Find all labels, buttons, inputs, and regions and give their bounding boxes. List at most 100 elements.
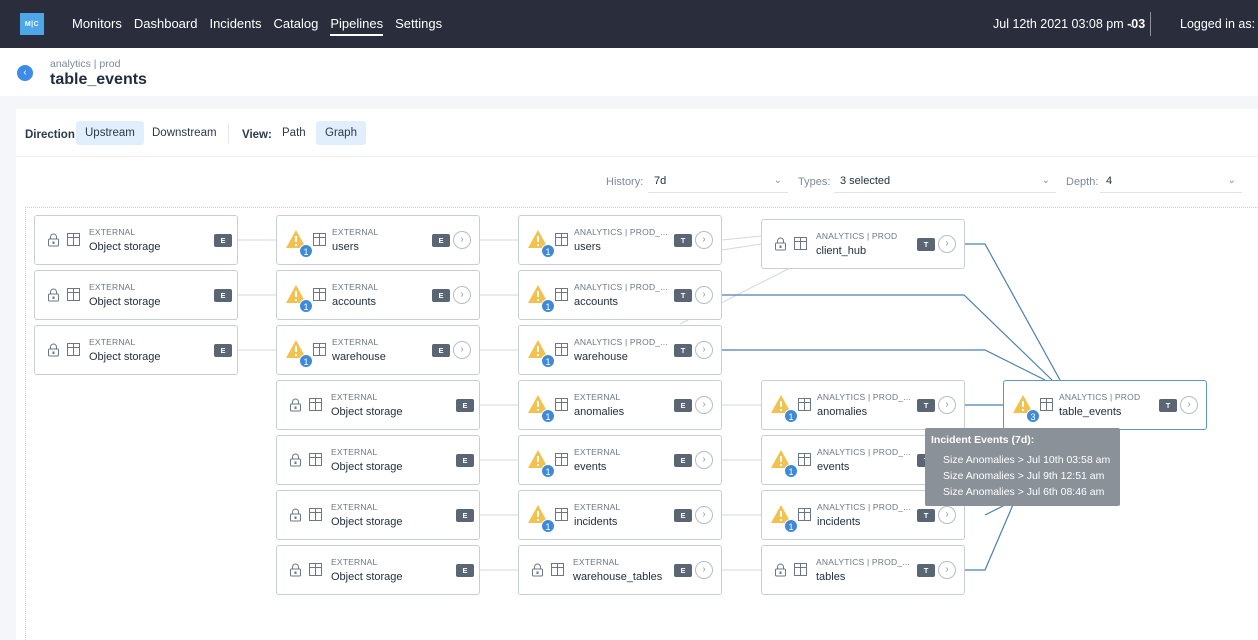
nav-pipelines[interactable]: Pipelines bbox=[324, 0, 389, 48]
chevron-right-icon[interactable]: › bbox=[453, 341, 471, 359]
nav-settings[interactable]: Settings bbox=[395, 16, 443, 31]
node-type: EXTERNAL bbox=[574, 392, 621, 402]
chevron-right-icon[interactable]: › bbox=[453, 231, 471, 249]
node-type: EXTERNAL bbox=[331, 557, 378, 567]
node-name: incidents bbox=[574, 516, 618, 528]
graph-button[interactable]: Graph bbox=[316, 121, 366, 145]
table-icon bbox=[309, 508, 322, 521]
node-warehouse-analytics[interactable]: 1 ANALYTICS | PROD_... warehouse T › bbox=[518, 325, 722, 375]
logged-in-user[interactable]: Logged in as: He bbox=[1180, 17, 1258, 31]
node-name: anomalies bbox=[817, 406, 868, 418]
breadcrumb: analytics | prod bbox=[50, 58, 121, 70]
node-anomalies-analytics[interactable]: 1 ANALYTICS | PROD_... anomalies T › bbox=[761, 380, 965, 430]
node-type: ANALYTICS | PROD_... bbox=[816, 557, 910, 567]
node-object-storage[interactable]: EXTERNAL Object storage E bbox=[34, 325, 238, 375]
node-type: EXTERNAL bbox=[332, 337, 379, 347]
lock-icon bbox=[48, 343, 59, 357]
node-type: EXTERNAL bbox=[332, 282, 379, 292]
app-logo[interactable]: M|C bbox=[20, 13, 44, 35]
node-table-events-target[interactable]: 3 ANALYTICS | PROD table_events T › bbox=[1003, 380, 1207, 430]
node-accounts-analytics[interactable]: 1 ANALYTICS | PROD_... accounts T › bbox=[518, 270, 722, 320]
types-select[interactable]: 3 selected ⌄ bbox=[834, 169, 1056, 193]
back-button[interactable]: ‹ bbox=[17, 65, 33, 81]
node-client-hub[interactable]: ANALYTICS | PROD client_hub T › bbox=[761, 219, 965, 269]
table-icon bbox=[313, 288, 326, 301]
table-icon bbox=[551, 563, 564, 576]
chevron-down-icon: ⌄ bbox=[1227, 175, 1236, 186]
chevron-right-icon[interactable]: › bbox=[453, 286, 471, 304]
path-button[interactable]: Path bbox=[282, 127, 306, 139]
chevron-right-icon[interactable]: › bbox=[1180, 396, 1198, 414]
node-name: tables bbox=[816, 571, 846, 583]
chevron-right-icon[interactable]: › bbox=[695, 451, 713, 469]
chevron-right-icon[interactable]: › bbox=[695, 286, 713, 304]
warning-icon bbox=[528, 395, 548, 413]
table-icon bbox=[555, 398, 568, 411]
table-icon bbox=[555, 343, 568, 356]
chevron-down-icon: ⌄ bbox=[1041, 175, 1050, 186]
warning-icon bbox=[528, 340, 548, 358]
node-tag: E bbox=[456, 454, 474, 467]
chevron-right-icon[interactable]: › bbox=[938, 506, 956, 524]
types-label: Types: bbox=[798, 176, 831, 188]
node-warehouse-external[interactable]: 1 EXTERNAL warehouse E › bbox=[276, 325, 480, 375]
direction-label: Direction: bbox=[25, 129, 79, 141]
incident-count-badge: 1 bbox=[299, 299, 313, 313]
history-select[interactable]: 7d ⌄ bbox=[648, 169, 788, 193]
nav-monitors[interactable]: Monitors bbox=[72, 16, 122, 31]
node-type: ANALYTICS | PROD_... bbox=[817, 392, 911, 402]
chevron-right-icon[interactable]: › bbox=[938, 396, 956, 414]
node-tables[interactable]: ANALYTICS | PROD_... tables T › bbox=[761, 545, 965, 595]
warning-icon bbox=[528, 285, 548, 303]
node-anomalies-external[interactable]: 1 EXTERNAL anomalies E › bbox=[518, 380, 722, 430]
page-title: table_events bbox=[50, 71, 147, 88]
node-warehouse-tables[interactable]: EXTERNAL warehouse_tables E › bbox=[518, 545, 722, 595]
lock-icon bbox=[48, 288, 59, 302]
chevron-right-icon[interactable]: › bbox=[695, 506, 713, 524]
table-icon bbox=[555, 288, 568, 301]
chevron-right-icon[interactable]: › bbox=[695, 341, 713, 359]
tooltip-title: Incident Events (7d): bbox=[931, 434, 1035, 446]
nav-incidents[interactable]: Incidents bbox=[209, 16, 262, 31]
warning-icon bbox=[771, 450, 791, 468]
node-tag: E bbox=[674, 399, 692, 412]
node-accounts-external[interactable]: 1 EXTERNAL accounts E › bbox=[276, 270, 480, 320]
chevron-right-icon[interactable]: › bbox=[938, 561, 956, 579]
warning-icon bbox=[528, 505, 548, 523]
node-tag: T bbox=[917, 238, 935, 251]
node-object-storage[interactable]: EXTERNAL Object storage E bbox=[276, 435, 480, 485]
node-tag: E bbox=[674, 454, 692, 467]
warning-icon bbox=[771, 505, 791, 523]
chevron-right-icon[interactable]: › bbox=[695, 396, 713, 414]
node-type: ANALYTICS | PROD_... bbox=[574, 282, 668, 292]
downstream-button[interactable]: Downstream bbox=[152, 127, 217, 139]
node-tag: E bbox=[456, 564, 474, 577]
lock-icon bbox=[775, 563, 786, 577]
node-events-external[interactable]: 1 EXTERNAL events E › bbox=[518, 435, 722, 485]
incident-count-badge: 1 bbox=[541, 354, 555, 368]
chevron-right-icon[interactable]: › bbox=[695, 561, 713, 579]
node-object-storage[interactable]: EXTERNAL Object storage E bbox=[276, 490, 480, 540]
node-users-external[interactable]: 1 EXTERNAL users E › bbox=[276, 215, 480, 265]
node-type: ANALYTICS | PROD_... bbox=[817, 447, 911, 457]
depth-select[interactable]: 4 ⌄ bbox=[1100, 169, 1242, 193]
node-object-storage[interactable]: EXTERNAL Object storage E bbox=[34, 270, 238, 320]
nav-dashboard[interactable]: Dashboard bbox=[133, 16, 198, 31]
chevron-down-icon[interactable]: ⌄ bbox=[1127, 18, 1137, 30]
chevron-right-icon[interactable]: › bbox=[938, 235, 956, 253]
node-tag: E bbox=[432, 234, 450, 247]
lineage-canvas[interactable] bbox=[25, 207, 1258, 640]
node-object-storage[interactable]: EXTERNAL Object storage E bbox=[276, 545, 480, 595]
incident-count-badge: 1 bbox=[784, 409, 798, 423]
chevron-right-icon[interactable]: › bbox=[695, 231, 713, 249]
datetime-selector[interactable]: Jul 12th 2021 03:08 pm -03 bbox=[993, 0, 1145, 48]
node-object-storage[interactable]: EXTERNAL Object storage E bbox=[276, 380, 480, 430]
node-object-storage[interactable]: EXTERNAL Object storage E bbox=[34, 215, 238, 265]
warning-icon bbox=[528, 230, 548, 248]
node-users-analytics[interactable]: 1 ANALYTICS | PROD_... users T › bbox=[518, 215, 722, 265]
nav-catalog[interactable]: Catalog bbox=[273, 16, 319, 31]
datetime-value: Jul 12th 2021 03:08 pm bbox=[993, 17, 1124, 31]
node-incidents-external[interactable]: 1 EXTERNAL incidents E › bbox=[518, 490, 722, 540]
chevron-down-icon: ⌄ bbox=[773, 175, 782, 186]
upstream-button[interactable]: Upstream bbox=[76, 121, 144, 145]
